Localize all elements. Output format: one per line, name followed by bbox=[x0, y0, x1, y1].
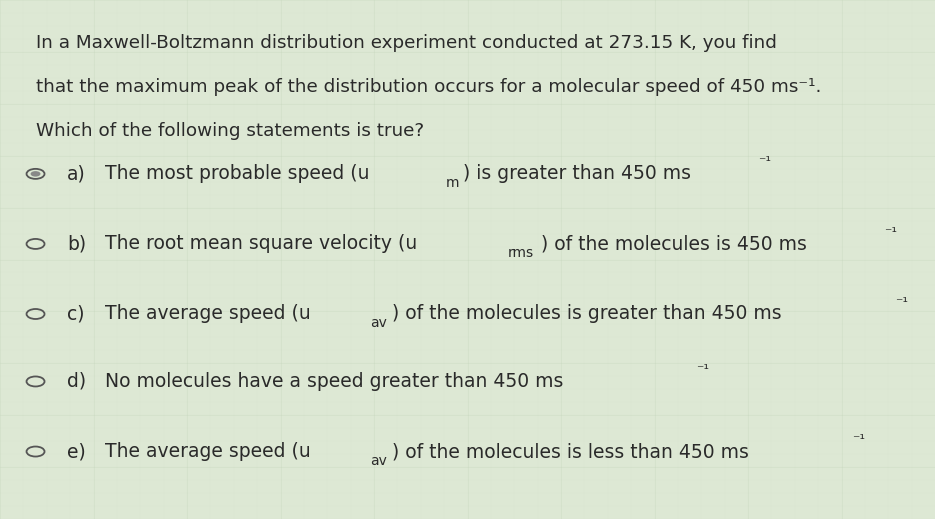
Text: ) is greater than 450 ms: ) is greater than 450 ms bbox=[464, 165, 691, 183]
Text: The root mean square velocity (u: The root mean square velocity (u bbox=[105, 235, 417, 253]
Text: a): a) bbox=[67, 165, 86, 183]
Circle shape bbox=[31, 171, 40, 176]
Text: av: av bbox=[370, 454, 387, 468]
Text: rms: rms bbox=[508, 247, 534, 260]
Text: that the maximum peak of the distribution occurs for a molecular speed of 450 ms: that the maximum peak of the distributio… bbox=[36, 78, 821, 96]
Text: ⁻¹: ⁻¹ bbox=[853, 433, 866, 447]
Text: ⁻¹: ⁻¹ bbox=[697, 363, 709, 377]
Text: The most probable speed (u: The most probable speed (u bbox=[105, 165, 369, 183]
Text: ⁻¹: ⁻¹ bbox=[895, 296, 908, 309]
Text: ⁻¹: ⁻¹ bbox=[757, 156, 770, 169]
Text: b): b) bbox=[67, 235, 86, 253]
Text: ) of the molecules is greater than 450 ms: ) of the molecules is greater than 450 m… bbox=[392, 305, 782, 323]
Text: d): d) bbox=[67, 372, 86, 391]
Text: The average speed (u: The average speed (u bbox=[105, 305, 310, 323]
Text: e): e) bbox=[67, 442, 86, 461]
Text: In a Maxwell-Boltzmann distribution experiment conducted at 273.15 K, you find: In a Maxwell-Boltzmann distribution expe… bbox=[36, 34, 776, 52]
Text: m: m bbox=[446, 176, 459, 190]
Text: ⁻¹: ⁻¹ bbox=[885, 226, 898, 239]
Text: c): c) bbox=[67, 305, 85, 323]
Text: ) of the molecules is less than 450 ms: ) of the molecules is less than 450 ms bbox=[392, 442, 749, 461]
Text: No molecules have a speed greater than 450 ms: No molecules have a speed greater than 4… bbox=[105, 372, 563, 391]
Text: ) of the molecules is 450 ms: ) of the molecules is 450 ms bbox=[541, 235, 807, 253]
Text: av: av bbox=[370, 317, 387, 330]
Text: The average speed (u: The average speed (u bbox=[105, 442, 310, 461]
Text: Which of the following statements is true?: Which of the following statements is tru… bbox=[36, 122, 424, 140]
